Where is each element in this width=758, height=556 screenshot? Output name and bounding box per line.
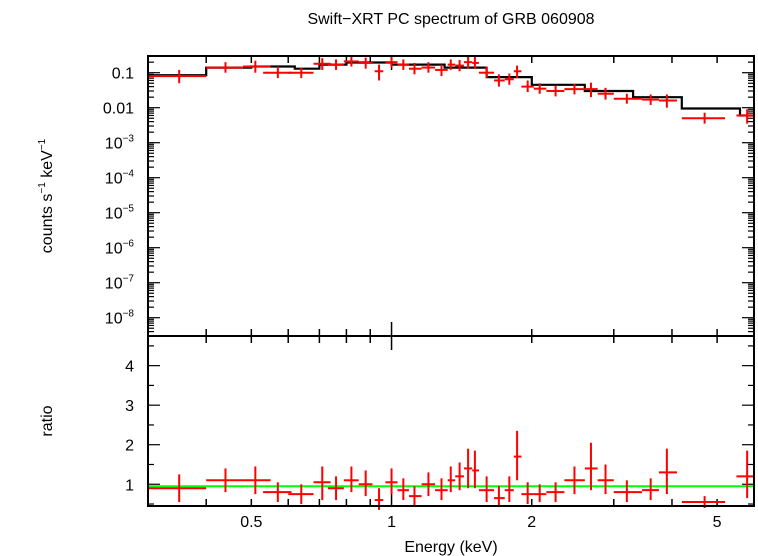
y-tick-label: 10−8 — [105, 309, 135, 328]
y-tick-label: 10−6 — [105, 239, 135, 258]
spectrum-y-axis-label: counts s−1 keV−1 — [37, 138, 56, 253]
y-tick-label: 1 — [125, 477, 134, 494]
data-point — [472, 57, 479, 69]
data-point — [494, 74, 505, 87]
ratio-point — [397, 478, 409, 501]
y-tick-label: 10−5 — [105, 204, 135, 223]
data-point — [313, 58, 331, 70]
data-point — [584, 82, 598, 98]
ratio-point — [564, 466, 585, 495]
ratio-point — [658, 448, 677, 495]
data-point — [658, 94, 677, 108]
data-point — [533, 83, 547, 94]
data-point — [736, 109, 754, 124]
data-point — [513, 65, 522, 79]
ratio-point — [343, 466, 359, 493]
data-point — [397, 59, 409, 70]
x-tick-label: 2 — [527, 514, 536, 531]
ratio-y-axis-label: ratio — [39, 405, 56, 436]
model-curve — [148, 61, 754, 117]
data-point — [435, 64, 448, 77]
ratio-point — [478, 476, 495, 503]
ratio-panel: 1 2 3 4 — [125, 335, 755, 510]
data-point — [206, 62, 244, 73]
model-step-line — [148, 61, 754, 117]
y-tick-label: 0.1 — [112, 66, 134, 83]
ratio-axis-ticks — [147, 336, 755, 506]
ratio-point — [358, 470, 373, 497]
data-point — [455, 60, 464, 72]
y-tick-label: 10−7 — [105, 274, 135, 293]
ratio-point — [472, 450, 479, 489]
data-point — [385, 57, 398, 68]
x-tick-label: 5 — [713, 514, 722, 531]
y-tick-label: 2 — [125, 438, 134, 455]
data-point — [546, 85, 565, 97]
ratio-point — [243, 466, 271, 495]
spectrum-y-tick-labels: 0.1 0.01 10−3 10−4 10−5 10−6 10−7 10−8 — [103, 66, 135, 328]
data-point — [613, 93, 643, 104]
data-point — [263, 66, 292, 79]
data-point — [343, 56, 359, 67]
spectrum-panel: 0.1 0.01 10−3 10−4 10−5 10−6 10−7 10−8 — [103, 55, 755, 337]
x-tick-labels: 0.5 1 2 5 — [240, 514, 721, 531]
x-tick-label: 1 — [387, 514, 396, 531]
ratio-point — [206, 468, 244, 493]
ratio-point — [421, 472, 436, 497]
data-point — [327, 59, 344, 70]
y-tick-label: 10−3 — [105, 134, 135, 153]
ratio-point — [546, 482, 565, 503]
y-tick-label: 0.01 — [103, 101, 134, 118]
ratio-point — [613, 480, 643, 503]
data-point — [421, 62, 436, 73]
data-point — [243, 60, 271, 73]
spectrum-data-points — [148, 56, 754, 124]
ratio-point — [533, 484, 547, 503]
data-point — [463, 56, 473, 69]
data-point — [148, 69, 207, 84]
chart-title: Swift−XRT PC spectrum of GRB 060908 — [307, 11, 594, 28]
ratio-point — [494, 486, 505, 506]
ratio-data-points — [148, 430, 754, 510]
x-tick-label: 0.5 — [240, 514, 262, 531]
ratio-point — [513, 430, 522, 481]
data-point — [504, 73, 514, 85]
data-point — [447, 59, 456, 70]
data-point — [288, 67, 314, 79]
data-point — [521, 80, 534, 93]
ratio-point — [385, 468, 398, 495]
ratio-point — [327, 476, 344, 501]
ratio-point — [736, 450, 754, 499]
ratio-point — [435, 478, 448, 501]
ratio-point — [642, 478, 659, 501]
ratio-point — [148, 474, 207, 503]
data-point — [564, 83, 585, 95]
ratio-point — [584, 442, 598, 491]
ratio-point — [463, 448, 473, 489]
ratio-point — [455, 462, 464, 491]
ratio-point — [263, 482, 292, 503]
ratio-point — [447, 466, 456, 493]
data-point — [374, 64, 384, 81]
data-point — [358, 57, 373, 69]
data-point — [642, 94, 659, 105]
y-tick-label: 4 — [125, 359, 134, 376]
y-tick-label: 10−4 — [105, 169, 135, 188]
data-point — [408, 62, 422, 75]
x-axis-label: Energy (keV) — [404, 539, 497, 556]
y-tick-label: 3 — [125, 398, 134, 415]
ratio-frame — [147, 335, 755, 507]
ratio-y-tick-labels: 1 2 3 4 — [125, 359, 134, 495]
ratio-point — [313, 466, 331, 501]
ratio-point — [408, 486, 422, 506]
ratio-point — [288, 484, 314, 505]
ratio-point — [597, 464, 614, 495]
data-point — [681, 112, 726, 124]
data-point — [478, 66, 495, 79]
ratio-point — [521, 482, 534, 505]
data-point — [597, 87, 614, 100]
ratio-point — [504, 476, 514, 503]
